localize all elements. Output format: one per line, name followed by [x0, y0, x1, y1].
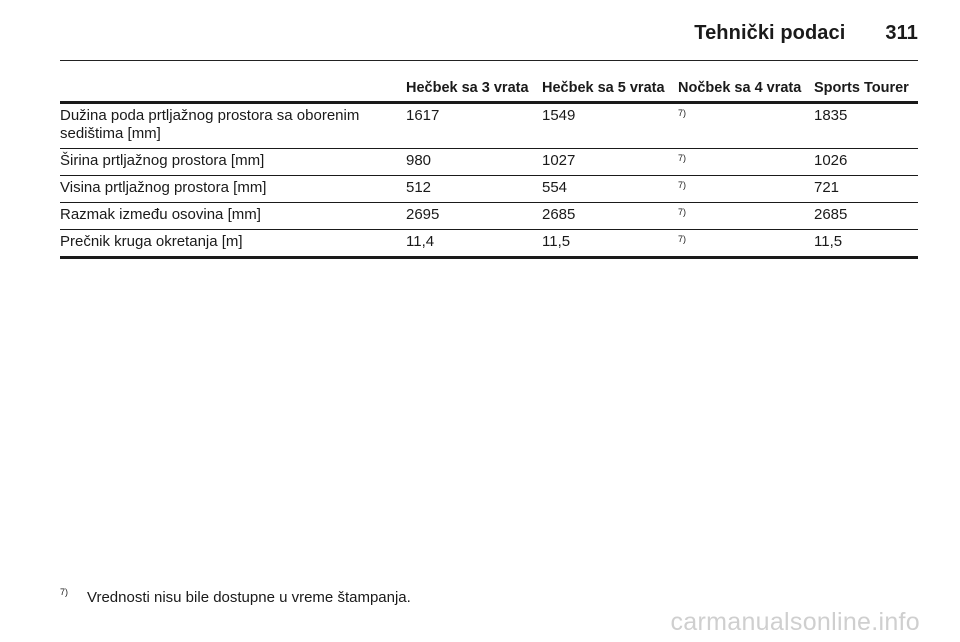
column-header: Sports Tourer: [814, 78, 918, 104]
row-label: Visina prtljažnog prostora [mm]: [60, 175, 406, 203]
row-label: Dužina poda prtljažnog prostora sa obore…: [60, 102, 406, 149]
page-number: 311: [885, 21, 918, 44]
cell-value: 11,4: [406, 229, 542, 259]
page-header: Tehnički podaci 311: [694, 16, 918, 50]
row-label: Prečnik kruga okretanja [m]: [60, 229, 406, 259]
column-header: Nočbek sa 4 vrata: [678, 78, 814, 104]
cell-note: 7): [678, 229, 814, 259]
table-row: Dužina poda prtljažnog prostora sa obore…: [60, 102, 918, 149]
table-row: Prečnik kruga okretanja [m] 11,4 11,5 7)…: [60, 229, 918, 259]
cell-value: 1026: [814, 148, 918, 176]
cell-note: 7): [678, 175, 814, 203]
specs-table: Hečbek sa 3 vrata Hečbek sa 5 vrata Nočb…: [60, 78, 918, 259]
table-header-row: Hečbek sa 3 vrata Hečbek sa 5 vrata Nočb…: [60, 78, 918, 104]
footnote-reference: 7): [678, 153, 687, 163]
table-row: Širina prtljažnog prostora [mm] 980 1027…: [60, 148, 918, 176]
cell-value: 554: [542, 175, 678, 203]
cell-value: 11,5: [542, 229, 678, 259]
cell-value: 1835: [814, 102, 918, 149]
cell-value: 980: [406, 148, 542, 176]
column-header: [60, 78, 406, 104]
table-row: Razmak između osovina [mm] 2695 2685 7) …: [60, 202, 918, 230]
footnote-reference: 7): [678, 207, 687, 217]
footnote: 7) Vrednosti nisu bile dostupne u vreme …: [60, 587, 411, 606]
cell-note: 7): [678, 202, 814, 230]
footnote-reference: 7): [678, 180, 687, 190]
row-label: Širina prtljažnog prostora [mm]: [60, 148, 406, 176]
table-row: Visina prtljažnog prostora [mm] 512 554 …: [60, 175, 918, 203]
watermark: carmanualsonline.info: [670, 608, 920, 636]
cell-value: 1027: [542, 148, 678, 176]
column-header: Hečbek sa 5 vrata: [542, 78, 678, 104]
column-header: Hečbek sa 3 vrata: [406, 78, 542, 104]
footnote-text: Vrednosti nisu bile dostupne u vreme šta…: [87, 589, 411, 606]
cell-value: 721: [814, 175, 918, 203]
cell-value: 512: [406, 175, 542, 203]
cell-value: 2685: [814, 202, 918, 230]
cell-value: 11,5: [814, 229, 918, 259]
page-title: Tehnički podaci: [694, 21, 846, 44]
cell-note: 7): [678, 148, 814, 176]
cell-value: 1549: [542, 102, 678, 149]
cell-value: 2685: [542, 202, 678, 230]
footnote-reference: 7): [678, 108, 687, 118]
footnote-reference: 7): [678, 234, 687, 244]
cell-note: 7): [678, 102, 814, 149]
cell-value: 1617: [406, 102, 542, 149]
footnote-mark: 7): [60, 587, 69, 597]
row-label: Razmak između osovina [mm]: [60, 202, 406, 230]
cell-value: 2695: [406, 202, 542, 230]
header-divider: [60, 60, 918, 61]
